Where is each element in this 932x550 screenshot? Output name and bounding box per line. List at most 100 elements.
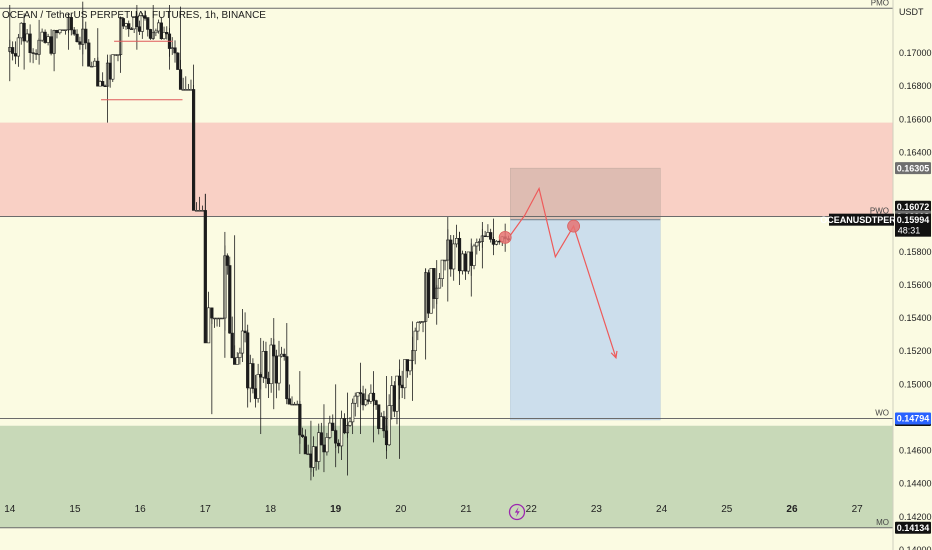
y-tick-label: 0.15200 (899, 346, 932, 356)
candle (337, 439, 341, 454)
x-tick-label: 20 (395, 504, 407, 515)
candle-body (290, 403, 294, 406)
candle-body (348, 421, 352, 426)
candle-body (295, 403, 299, 406)
candle-body (452, 243, 456, 270)
candle (43, 29, 47, 44)
candle-body (55, 30, 59, 34)
candle-body (413, 330, 417, 352)
entry-marker[interactable] (567, 219, 581, 233)
price-tag-text: 0.16305 (897, 163, 930, 173)
y-tick-label: 0.14000 (899, 545, 932, 550)
candle-body (43, 31, 47, 43)
candle (342, 413, 347, 435)
candle-body (28, 33, 32, 54)
candle (331, 414, 335, 431)
candle-body (466, 251, 470, 272)
price-tag (895, 162, 931, 175)
position-reward-box[interactable] (510, 219, 661, 421)
candle-body (181, 89, 185, 91)
candle-body (274, 355, 278, 384)
candle-body (306, 453, 310, 456)
candle-body (220, 317, 224, 320)
level-tag-wo (895, 412, 931, 425)
candle-body (218, 317, 222, 320)
zones-layer (0, 122, 893, 528)
lightning-icon (514, 507, 520, 517)
candle-body (366, 399, 370, 402)
candle-body (157, 22, 161, 32)
candle (61, 29, 65, 31)
candle-body (84, 28, 88, 44)
candle (364, 388, 368, 407)
position-risk-box[interactable] (510, 167, 661, 220)
candle-body (197, 210, 202, 212)
y-tick-label: 0.16600 (899, 114, 932, 124)
level-tag-wo-text: 0.14794 (897, 414, 930, 424)
candle-body (40, 31, 44, 41)
candle-body (154, 30, 158, 34)
price-axis[interactable]: 0.17000 0.16800 0.16600 0.16400 0.15800 0.156… (899, 48, 932, 550)
time-axis[interactable]: 14 15 16 17 18 19 20 21 22 23 24 25 26 27 (4, 504, 863, 515)
candle (143, 10, 147, 21)
x-tick-label: 14 (4, 504, 16, 515)
candle-body (443, 259, 447, 262)
candle-body (364, 399, 368, 406)
candle-body (162, 32, 166, 40)
candle-body (460, 253, 465, 272)
price-tag (895, 200, 931, 213)
y-tick-label: 0.15400 (899, 313, 932, 323)
candle-body (248, 363, 252, 389)
entry-marker[interactable] (498, 230, 512, 244)
candle-body (238, 352, 242, 358)
candle (395, 375, 399, 425)
candle-body (206, 307, 211, 344)
candle (463, 250, 468, 280)
candle-body (228, 265, 232, 334)
replay-button-circle[interactable] (508, 503, 526, 521)
candle (11, 41, 15, 61)
candle-body (379, 416, 383, 429)
candle-body (165, 32, 169, 35)
candle-body (101, 81, 105, 87)
candle-body (170, 47, 174, 49)
x-tick-label: 21 (460, 504, 472, 515)
candle-body (266, 378, 271, 384)
y-tick-label: 0.16400 (899, 147, 932, 157)
candle (264, 341, 268, 389)
candle (121, 17, 125, 29)
candle-body (331, 422, 335, 431)
candle (101, 72, 105, 87)
candle (301, 427, 305, 439)
candle-body (361, 393, 365, 406)
candle-body (90, 65, 94, 68)
candle-body (369, 392, 373, 402)
level-tag-mo (895, 521, 931, 534)
x-tick-label: 22 (526, 504, 538, 515)
candle (235, 352, 239, 365)
level-label-pwo: PWO (870, 207, 889, 216)
candle-body (31, 52, 35, 54)
candles-layer (8, 1, 511, 481)
candle-body (184, 89, 188, 91)
candle-body (377, 404, 381, 429)
candle-body (282, 353, 286, 357)
candle-body (440, 259, 444, 280)
y-tick-label: 0.14200 (899, 512, 932, 522)
candle-body (176, 52, 180, 70)
candle-body (75, 33, 79, 43)
candle (494, 240, 498, 246)
candle-body (328, 422, 332, 438)
candle (228, 256, 232, 334)
candle (282, 348, 286, 361)
candle-body (319, 432, 323, 446)
candle-body (277, 355, 281, 384)
position-tool[interactable] (510, 167, 661, 421)
candle-body (337, 442, 341, 447)
candle (475, 238, 479, 255)
candle-body (353, 395, 357, 404)
y-tick-label: 0.14600 (899, 446, 932, 456)
projection-path[interactable] (509, 186, 617, 359)
replay-button[interactable] (508, 503, 526, 521)
